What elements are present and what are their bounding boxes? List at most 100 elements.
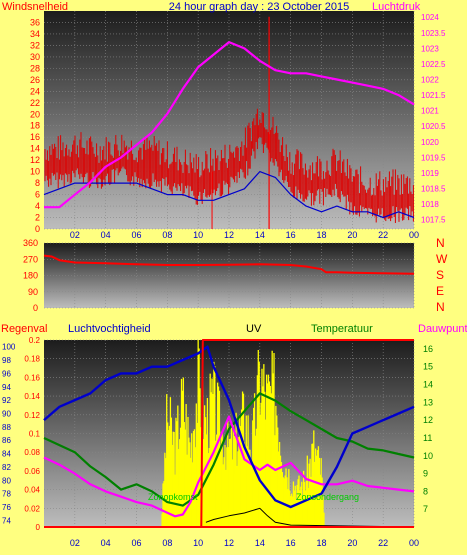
wind-axis-tick: 26 [30,75,40,85]
rain-axis-tick: 0.02 [24,504,40,513]
uv-label: UV [246,323,262,335]
humidity-axis-tick: 94 [2,383,11,392]
wind-axis-tick: 4 [35,201,40,211]
hour-tick-label: 10 [193,230,203,240]
rain-axis-tick: 0 [36,523,41,532]
solar-line [205,507,415,528]
direction-axis-tick: 90 [28,287,38,297]
hour-tick-label: 20 [347,538,357,548]
temperature-axis-tick: 11 [423,433,432,443]
wind-axis-tick: 2 [35,213,40,223]
humidity-axis-tick: 98 [2,356,11,365]
temperature-axis-tick: 7 [423,504,428,514]
wind-axis-tick: 6 [35,190,40,200]
pressure-axis-tick: 1019 [421,169,439,178]
hour-tick-label: 20 [347,230,357,240]
humidity-axis-tick: 76 [2,503,11,512]
rain-axis-tick: 0.12 [24,411,40,420]
humidity-axis-tick: 80 [2,476,11,485]
hour-tick-label: 10 [193,538,203,548]
humidity-axis-tick: 96 [2,369,11,378]
wind-axis-tick: 8 [35,178,40,188]
direction-axis-tick: 0 [33,303,38,313]
rain-axis-tick: 0.18 [24,355,40,364]
rain-axis-tick: 0.16 [24,373,40,382]
dewpoint-label: Dauwpunt [418,323,467,335]
temperature-axis-tick: 14 [423,380,433,390]
wind-axis-tick: 20 [30,109,40,119]
rain-axis-tick: 0.2 [29,336,41,345]
temperature-axis-tick: 15 [423,362,433,372]
graph-title: 24 hour graph day : 23 October 2015 [169,1,349,13]
pressure-line [44,40,415,209]
pressure-axis-tick: 1021.5 [421,91,446,100]
humidity-axis-tick: 84 [2,450,11,459]
compass-label: S [436,268,444,282]
temperature-axis-tick: 8 [423,486,428,496]
rain-label: Regenval [1,323,47,335]
hour-tick-label: 08 [162,230,172,240]
wind-direction-line [43,254,415,275]
hour-tick-label: 08 [162,538,172,548]
pressure-axis-tick: 1023.5 [421,29,446,38]
pressure-axis-tick: 1023 [421,44,439,53]
humidity-axis-tick: 74 [2,516,11,525]
hour-tick-label: 06 [131,230,141,240]
pressure-axis-tick: 1021 [421,107,439,116]
humidity-axis-tick: 82 [2,463,11,472]
direction-axis-tick: 270 [23,254,38,264]
hour-tick-label: 16 [286,230,296,240]
temperature-axis-tick: 13 [423,397,433,407]
pressure-axis-tick: 1020 [421,138,439,147]
temperature-axis-tick: 12 [423,415,433,425]
wind-average-line [43,171,415,219]
wind-axis-tick: 16 [30,132,40,142]
compass-label: N [436,236,445,250]
hour-tick-label: 02 [70,538,80,548]
compass-label: E [436,284,444,298]
hour-tick-label: 00 [409,538,419,548]
hour-tick-label: 06 [131,538,141,548]
rain-axis-tick: 0.06 [24,467,40,476]
direction-axis-tick: 180 [23,271,38,281]
wind-axis-tick: 30 [30,52,40,62]
hour-tick-label: 12 [224,538,234,548]
dewpoint-line [43,415,415,518]
hour-tick-label: 18 [316,230,326,240]
humidity-line [43,345,415,509]
hour-tick-label: 16 [286,538,296,548]
hour-tick-label: 14 [255,538,265,548]
wind-axis-tick: 14 [30,144,40,154]
compass-label: W [436,252,448,266]
pressure-axis-tick: 1022 [421,76,439,85]
wind-axis-tick: 22 [30,98,40,108]
wind-axis-tick: 12 [30,155,40,165]
wind-axis-tick: 28 [30,63,40,73]
hour-tick-label: 22 [378,230,388,240]
pressure-axis-tick: 1020.5 [421,122,446,131]
rain-axis-tick: 0.1 [29,430,41,439]
temperature-line [43,392,415,507]
humidity-axis-tick: 86 [2,436,11,445]
hour-tick-label: 22 [378,538,388,548]
pressure-axis-tick: 1019.5 [421,153,446,162]
wind-axis-tick: 36 [30,17,40,27]
pressure-axis-tick: 1022.5 [421,60,446,69]
wind-axis-tick: 24 [30,86,40,96]
temperature-axis-tick: 10 [423,451,433,461]
temperature-axis-tick: 16 [423,344,433,354]
pressure-axis-tick: 1018 [421,200,439,209]
pressure-label: Luchtdruk [372,1,421,13]
humidity-axis-tick: 90 [2,409,11,418]
humidity-axis-tick: 78 [2,490,11,499]
wind-gust-bars [44,108,414,223]
pressure-axis-tick: 1017.5 [421,216,446,225]
humidity-axis-tick: 100 [2,343,16,352]
hour-tick-label: 18 [316,538,326,548]
hour-tick-label: 04 [101,538,111,548]
wind-speed-label: Windsnelheid [2,1,68,13]
hour-tick-label: 04 [101,230,111,240]
rain-axis-tick: 0.14 [24,392,40,401]
wind-axis-tick: 10 [30,167,40,177]
